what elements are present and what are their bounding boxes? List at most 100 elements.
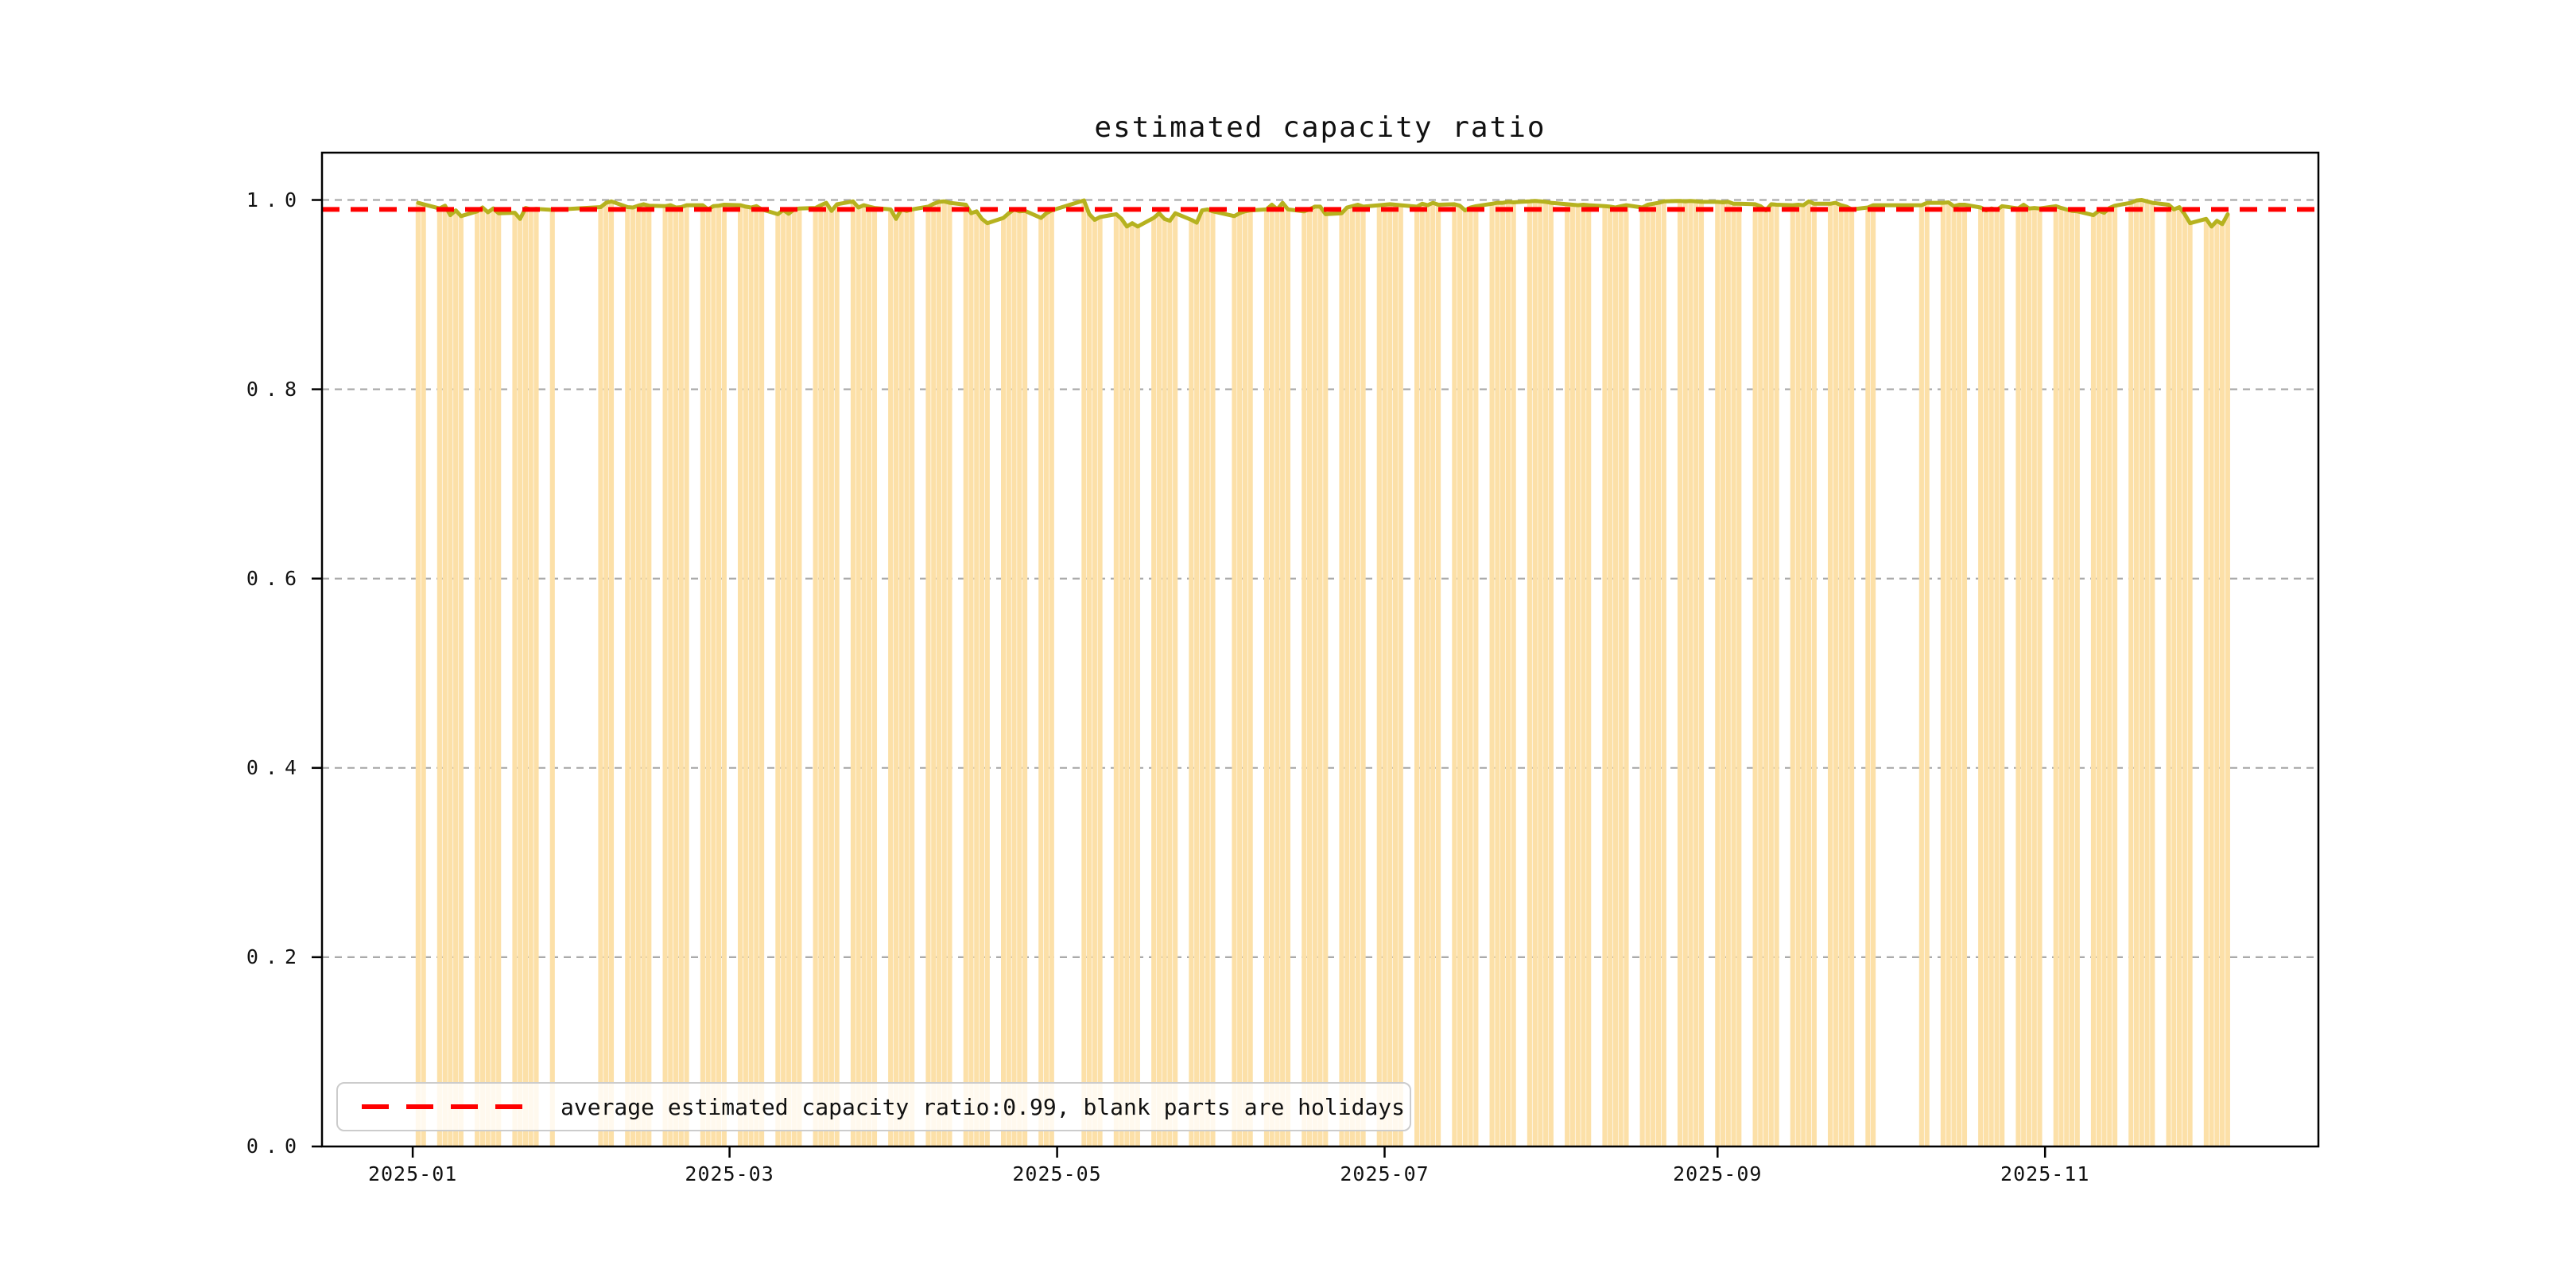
workday-bar xyxy=(2015,208,2021,1147)
workday-bar xyxy=(1087,214,1092,1146)
workday-bar xyxy=(1844,206,1849,1146)
workday-bar xyxy=(984,223,990,1147)
workday-bar xyxy=(2209,226,2214,1146)
workday-bar xyxy=(485,212,491,1146)
workday-bar xyxy=(1167,220,1173,1147)
workday-bar xyxy=(2220,223,2225,1146)
workday-bar xyxy=(1581,204,1586,1146)
x-tick-label: 2025-01 xyxy=(367,1162,458,1185)
workday-bar xyxy=(748,208,754,1146)
workday-bar xyxy=(1119,219,1124,1146)
workday-bar xyxy=(512,212,518,1147)
workday-bar xyxy=(1795,204,1801,1146)
workday-bar xyxy=(2144,201,2150,1146)
workday-bar xyxy=(824,203,829,1147)
workday-bar xyxy=(1532,200,1538,1147)
workday-bar xyxy=(1693,201,1699,1146)
workday-bar xyxy=(1774,204,1779,1146)
bars-group xyxy=(415,200,2230,1147)
workday-bar xyxy=(2150,203,2155,1147)
workday-bar xyxy=(458,215,464,1146)
workday-bar xyxy=(1097,217,1103,1146)
workday-bar xyxy=(1414,206,1420,1146)
workday-bar xyxy=(867,206,872,1146)
workday-bar xyxy=(1655,203,1662,1147)
workday-bar xyxy=(1237,213,1243,1147)
workday-bar xyxy=(1156,213,1162,1147)
workday-bar xyxy=(1263,209,1270,1146)
workday-bar xyxy=(1940,203,1946,1147)
workday-bar xyxy=(1618,206,1624,1146)
workday-bar xyxy=(1022,211,1028,1147)
workday-bar xyxy=(2107,208,2112,1147)
workday-bar xyxy=(2031,208,2037,1147)
workday-bar xyxy=(1715,201,1721,1146)
workday-bar xyxy=(1918,205,1924,1147)
workday-bar xyxy=(1569,204,1575,1146)
y-tick-label: 0.2 xyxy=(246,945,304,968)
workday-bar xyxy=(1306,209,1313,1146)
workday-bar xyxy=(1124,226,1130,1146)
workday-bar xyxy=(931,204,937,1146)
workday-bar xyxy=(1651,204,1656,1146)
workday-bar xyxy=(1135,226,1140,1146)
workday-bar xyxy=(1543,201,1549,1146)
workday-bar xyxy=(775,214,781,1146)
workday-bar xyxy=(415,203,421,1147)
workday-bar xyxy=(1833,203,1838,1147)
workday-bar xyxy=(904,211,910,1147)
workday-bar xyxy=(1387,204,1393,1146)
workday-bar xyxy=(721,204,727,1146)
workday-bar xyxy=(1951,206,1957,1146)
workday-bar xyxy=(518,219,523,1146)
workday-bar xyxy=(668,205,673,1147)
workday-bar xyxy=(1961,204,1968,1146)
workday-bar xyxy=(700,205,705,1147)
workday-bar xyxy=(893,219,899,1146)
workday-bar xyxy=(1511,202,1516,1146)
workday-bar xyxy=(786,213,791,1146)
workday-bar xyxy=(2128,203,2134,1147)
y-ticks xyxy=(312,199,322,1148)
workday-bar xyxy=(1044,213,1049,1147)
workday-bar xyxy=(1548,203,1554,1147)
workday-bar xyxy=(2053,206,2058,1146)
workday-bar xyxy=(1452,204,1457,1146)
workday-bar xyxy=(1500,203,1506,1147)
workday-bar xyxy=(925,206,931,1146)
workday-bar xyxy=(759,209,765,1146)
workday-bar xyxy=(947,203,952,1147)
workday-bar xyxy=(625,207,630,1146)
chart-title: estimated capacity ratio xyxy=(1094,111,1546,144)
workday-bar xyxy=(941,201,947,1146)
workday-bar xyxy=(2074,211,2080,1146)
workday-bar xyxy=(1988,208,1994,1147)
workday-bar xyxy=(1199,210,1205,1147)
workday-bar xyxy=(1682,201,1688,1146)
workday-bar xyxy=(2203,219,2209,1146)
workday-bar xyxy=(2064,209,2070,1146)
workday-bar xyxy=(1081,200,1087,1147)
workday-bar xyxy=(2214,220,2220,1147)
y-tick-label: 0.8 xyxy=(246,377,304,401)
workday-bar xyxy=(2026,208,2032,1147)
workday-bar xyxy=(1983,210,1989,1147)
workday-bar xyxy=(1828,204,1833,1146)
workday-bar xyxy=(861,205,867,1147)
workday-bar xyxy=(2090,215,2097,1147)
workday-bar xyxy=(421,204,426,1146)
workday-bar xyxy=(738,205,743,1147)
workday-bar xyxy=(1505,201,1511,1146)
workday-bar xyxy=(522,208,529,1147)
workday-bar xyxy=(1151,218,1157,1147)
workday-bar xyxy=(1269,204,1274,1146)
workday-bar xyxy=(2069,211,2075,1147)
workday-bar xyxy=(797,208,802,1147)
workday-bar xyxy=(1011,209,1017,1146)
workday-bar xyxy=(1302,211,1307,1146)
workday-bar xyxy=(2134,200,2140,1147)
workday-bar xyxy=(855,208,861,1146)
workday-bar xyxy=(828,211,834,1147)
workday-bar xyxy=(1189,219,1194,1146)
workday-bar xyxy=(1001,218,1007,1147)
